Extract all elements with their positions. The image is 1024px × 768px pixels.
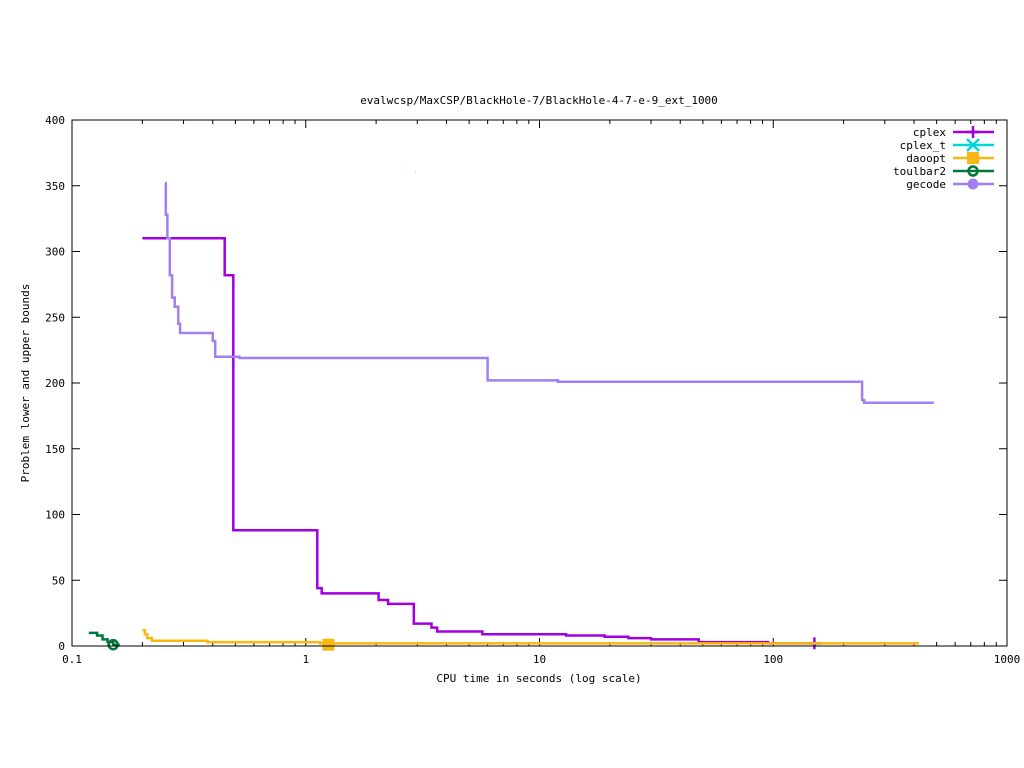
plot-frame xyxy=(71,119,1008,647)
y-tick-label: 350 xyxy=(45,180,65,193)
y-tick-label: 0 xyxy=(58,640,65,653)
legend-marker xyxy=(967,165,979,177)
legend-item: cplex_t xyxy=(900,138,994,152)
legend-label: cplex_t xyxy=(900,139,946,152)
y-tick-label: 250 xyxy=(45,311,65,324)
axis-ticks: 0 50 100 150 200 250 300 350 400 0.1 1 10 100 1000 xyxy=(45,114,1020,666)
series-line-toulbar2 xyxy=(88,631,120,646)
legend-label: gecode xyxy=(906,178,946,191)
y-tick-label: 100 xyxy=(45,509,65,522)
series-daoopt xyxy=(142,628,919,651)
x-tick-label: 100 xyxy=(763,653,783,666)
legend-marker xyxy=(966,138,980,152)
legend-marker xyxy=(967,126,979,138)
legend-item: toulbar2 xyxy=(893,165,994,178)
series-line-daoopt xyxy=(142,628,919,645)
series-line-cplex xyxy=(142,237,821,645)
x-tick-label: 1000 xyxy=(994,653,1021,666)
plot-series xyxy=(88,171,934,651)
legend-label: toulbar2 xyxy=(893,165,946,178)
legend-item: daoopt xyxy=(906,152,994,165)
legend-marker xyxy=(967,178,979,190)
y-tick-label: 300 xyxy=(45,246,65,259)
y-tick-label: 400 xyxy=(45,114,65,127)
series-marker-toulbar2 xyxy=(107,638,119,651)
series-marker-daoopt xyxy=(322,638,335,651)
y-tick-label: 50 xyxy=(52,574,65,587)
y-tick-label: 200 xyxy=(45,377,65,390)
legend-label: daoopt xyxy=(906,152,946,165)
x-tick-label: 1 xyxy=(302,653,309,666)
legend-marker xyxy=(967,152,979,164)
series-gecode xyxy=(164,181,934,404)
legend-item: gecode xyxy=(906,178,994,191)
x-tick-label: 10 xyxy=(533,653,546,666)
series-toulbar2 xyxy=(88,631,120,651)
chart-title: evalwcsp/MaxCSP/BlackHole-7/BlackHole-4-… xyxy=(360,94,718,107)
series-line-gecode xyxy=(164,181,934,404)
legend-label: cplex xyxy=(913,126,946,139)
x-axis-label: CPU time in seconds (log scale) xyxy=(436,672,641,685)
y-tick-label: 150 xyxy=(45,443,65,456)
legend-item: cplex xyxy=(913,126,994,139)
x-tick-label: 0.1 xyxy=(62,653,82,666)
y-axis-label: Problem lower and upper bounds xyxy=(19,284,32,483)
